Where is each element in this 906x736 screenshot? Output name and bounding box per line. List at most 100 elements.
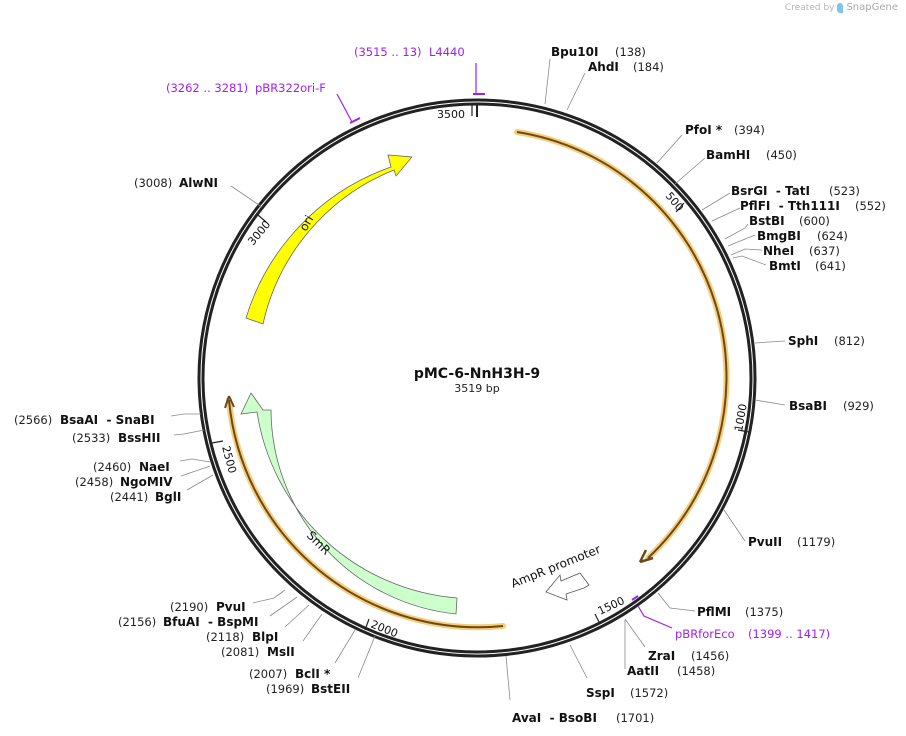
site-nhei[interactable]: NheI (637) — [763, 244, 840, 258]
site-bcli[interactable]: (2007) BclI * — [249, 667, 331, 681]
site-pfoi[interactable]: PfoI * (394) — [685, 123, 765, 137]
svg-text:(1179): (1179) — [797, 535, 835, 549]
svg-text:AlwNI: AlwNI — [179, 176, 218, 190]
site-bmti[interactable]: BmtI (641) — [769, 259, 846, 273]
site-ahdi[interactable]: AhdI (184) — [588, 60, 664, 74]
svg-text:AatII: AatII — [627, 664, 659, 678]
primer-pbr322ori-f[interactable]: (3262 .. 3281) pBR322ori-F — [166, 81, 361, 124]
svg-text:BsaBI: BsaBI — [789, 399, 827, 413]
site-bsaai-snabi[interactable]: (2566) BsaAI - SnaBI — [14, 413, 155, 427]
primer-range-pbrforeco: (1399 .. 1417) — [748, 627, 830, 641]
svg-text:(637): (637) — [809, 244, 840, 258]
site-zrai[interactable]: ZraI (1456) — [648, 649, 729, 663]
svg-text:(523): (523) — [829, 184, 860, 198]
site-bsteii[interactable]: (1969) BstEII — [266, 682, 350, 696]
watermark-brand: SnapGene — [846, 2, 898, 13]
svg-text:BglI: BglI — [155, 490, 181, 504]
snapgene-watermark: Created by SnapGene — [785, 2, 898, 13]
plasmid-name: pMC-6-NnH3H-9 — [414, 366, 540, 382]
svg-text:BfuAI - BspMI: BfuAI - BspMI — [163, 615, 258, 629]
svg-text:BclI *: BclI * — [295, 667, 331, 681]
site-pvui[interactable]: (2190) PvuI — [170, 600, 246, 614]
svg-text:BsrGI - TatI: BsrGI - TatI — [731, 184, 810, 198]
svg-text:(138): (138) — [615, 45, 646, 59]
svg-text:(1458): (1458) — [677, 664, 715, 678]
feature-ori[interactable]: ori — [245, 154, 413, 325]
svg-text:BstBI: BstBI — [749, 214, 785, 228]
svg-text:BlpI: BlpI — [252, 630, 278, 644]
site-bfuai-bspmi[interactable]: (2156) BfuAI - BspMI — [118, 615, 258, 629]
sites-left — [170, 185, 376, 679]
primer-name-pbrforeco: pBRforEco — [675, 627, 735, 641]
primer-range-l4440: (3515 .. 13) — [354, 45, 422, 59]
svg-text:PvuII: PvuII — [748, 535, 782, 549]
svg-text:(2190): (2190) — [170, 600, 208, 614]
svg-text:NgoMIV: NgoMIV — [120, 475, 173, 489]
svg-text:(2441): (2441) — [110, 490, 148, 504]
watermark-created-by: Created by — [784, 2, 835, 13]
feature-smr[interactable]: SmR — [240, 392, 458, 615]
site-pflfi-tth111i[interactable]: PflFI - Tth111I (552) — [740, 199, 886, 213]
site-ngomiv[interactable]: (2458) NgoMIV — [75, 475, 173, 489]
svg-text:PfoI *: PfoI * — [685, 123, 723, 137]
feature-ampr-left[interactable] — [224, 395, 506, 631]
svg-text:(929): (929) — [843, 399, 874, 413]
svg-text:3500: 3500 — [437, 108, 465, 121]
svg-text:NaeI: NaeI — [139, 460, 170, 474]
svg-text:BamHI: BamHI — [706, 148, 750, 162]
snapgene-logo-icon — [837, 2, 844, 13]
svg-text:ZraI: ZraI — [648, 649, 675, 663]
svg-text:(1969): (1969) — [266, 682, 304, 696]
site-alwni[interactable]: (3008) AlwNI — [134, 176, 218, 190]
svg-text:(1572): (1572) — [630, 686, 668, 700]
primer-name-pbr322ori-f: pBR322ori-F — [255, 81, 326, 95]
svg-text:(450): (450) — [766, 148, 797, 162]
plasmid-length: 3519 bp — [454, 382, 499, 395]
site-bsabi[interactable]: BsaBI (929) — [789, 399, 874, 413]
svg-text:AvaI - BsoBI: AvaI - BsoBI — [512, 711, 597, 725]
svg-text:(552): (552) — [855, 199, 886, 213]
svg-text:(2156): (2156) — [118, 615, 156, 629]
site-sphi[interactable]: SphI (812) — [788, 334, 865, 348]
primer-l4440[interactable]: (3515 .. 13) L4440 — [354, 45, 485, 95]
svg-text:(2007): (2007) — [249, 667, 287, 681]
site-bmgbi[interactable]: BmgBI (624) — [757, 229, 848, 243]
svg-text:PflFI - Tth111I: PflFI - Tth111I — [740, 199, 840, 213]
tick-3500: 3500 — [437, 104, 473, 121]
site-bgli[interactable]: (2441) BglI — [110, 490, 181, 504]
feature-ampr-promoter[interactable]: AmpR promoter — [509, 542, 603, 601]
svg-text:PflMI: PflMI — [697, 605, 731, 619]
svg-text:Bpu10I: Bpu10I — [551, 45, 598, 59]
svg-text:(3008): (3008) — [134, 176, 172, 190]
site-pvuii[interactable]: PvuII (1179) — [748, 535, 835, 549]
svg-text:BmgBI: BmgBI — [757, 229, 801, 243]
site-sspi[interactable]: SspI (1572) — [586, 686, 668, 700]
feature-ampr-right[interactable] — [514, 129, 730, 564]
svg-text:(2081): (2081) — [221, 645, 259, 659]
svg-text:SphI: SphI — [788, 334, 818, 348]
site-avai-bsobi[interactable]: AvaI - BsoBI (1701) — [512, 711, 654, 725]
primer-pbrforeco[interactable]: pBRforEco (1399 .. 1417) — [631, 595, 830, 641]
arrowhead-icon — [638, 549, 654, 564]
site-bamhi[interactable]: BamHI (450) — [706, 148, 797, 162]
tick-2000: 2000 — [364, 618, 400, 640]
svg-text:(624): (624) — [817, 229, 848, 243]
svg-text:AhdI: AhdI — [588, 60, 619, 74]
site-pflmi[interactable]: PflMI (1375) — [697, 605, 783, 619]
site-bsshii[interactable]: (2533) BssHII — [72, 431, 160, 445]
site-msli[interactable]: (2081) MslI — [221, 645, 295, 659]
svg-text:(184): (184) — [633, 60, 664, 74]
svg-text:(2118): (2118) — [206, 630, 244, 644]
site-aatii[interactable]: AatII (1458) — [627, 664, 715, 678]
site-naei[interactable]: (2460) NaeI — [93, 460, 170, 474]
primer-range-pbr322ori-f: (3262 .. 3281) — [166, 81, 248, 95]
svg-text:BstEII: BstEII — [311, 682, 350, 696]
site-bsrgi-tati[interactable]: BsrGI - TatI (523) — [731, 184, 860, 198]
sites-right — [505, 58, 786, 701]
site-blpi[interactable]: (2118) BlpI — [206, 630, 278, 644]
site-bstbi[interactable]: BstBI (600) — [749, 214, 830, 228]
svg-text:SspI: SspI — [586, 686, 615, 700]
site-bpu10i[interactable]: Bpu10I (138) — [551, 45, 646, 59]
svg-text:BssHII: BssHII — [118, 431, 160, 445]
